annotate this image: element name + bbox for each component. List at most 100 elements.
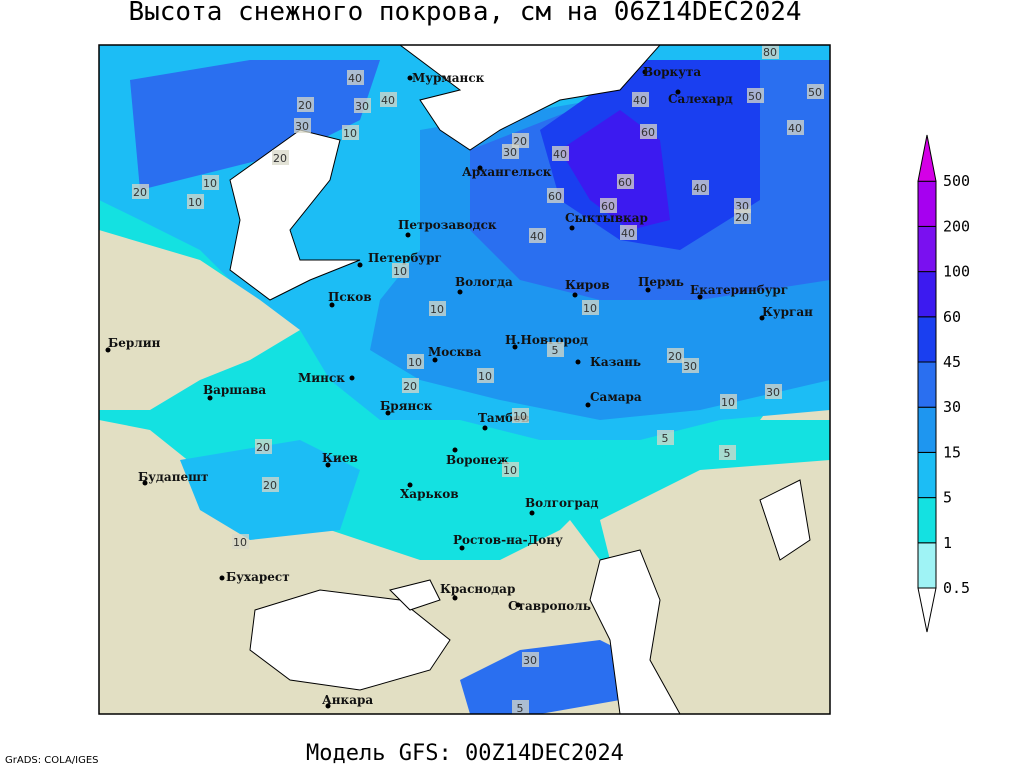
contour-label-box: [787, 120, 804, 135]
city-label: Будапешт: [138, 470, 208, 484]
colorbar-label: 200: [943, 217, 970, 235]
city-label: Москва: [428, 345, 482, 359]
snow-caucasus: [460, 640, 640, 714]
contour-label-box: [620, 225, 637, 240]
city-label: Варшава: [203, 383, 266, 397]
colorbar-label: 5: [943, 489, 952, 507]
city-label: Берлин: [108, 336, 161, 350]
city-label: Вологда: [455, 275, 513, 289]
contour-label: 40: [381, 94, 395, 107]
contour-label-box: [255, 439, 272, 454]
contour-label-box: [762, 45, 779, 59]
contour-label-box: [552, 146, 569, 161]
colorbar-segment: [917, 497, 937, 544]
city-dot: [357, 262, 363, 268]
city-dot: [207, 395, 213, 401]
contour-label-box: [617, 174, 634, 189]
colorbar-bottom: [917, 587, 937, 633]
contour-label: 30: [503, 146, 517, 159]
contour-label: 30: [766, 386, 780, 399]
city-label: Салехард: [668, 92, 733, 106]
colorbar-segment: [917, 271, 937, 318]
colorbar-segment: [917, 542, 937, 589]
city-dot: [645, 287, 651, 293]
contour-label-box: [600, 198, 617, 213]
city-dot: [482, 425, 488, 431]
city-label: Курган: [762, 305, 813, 319]
city-label: Харьков: [400, 487, 459, 501]
contour-label-box: [297, 97, 314, 112]
contour-label: 10: [721, 396, 735, 409]
contour-label: 40: [530, 230, 544, 243]
contour-label: 30: [683, 360, 697, 373]
contour-label: 30: [355, 100, 369, 113]
map: Мурманск Воркута Салехард Архангельск Петроз…: [99, 45, 830, 714]
contour-label: 5: [552, 344, 559, 357]
contour-label-box: [582, 300, 599, 315]
colorbar-label: 45: [943, 353, 961, 371]
city-dot: [407, 75, 413, 81]
city-label: Сыктывкар: [565, 211, 648, 225]
contour-label: 60: [601, 200, 615, 213]
city-dot: [759, 315, 765, 321]
contour-label: 5: [724, 447, 731, 460]
colorbar-label: 60: [943, 308, 961, 326]
city-dot: [452, 595, 458, 601]
city-dot: [219, 575, 225, 581]
contour-label: 80: [763, 46, 777, 59]
contour-label: 60: [618, 176, 632, 189]
contour-label-box: [657, 430, 674, 445]
city-dot: [477, 165, 483, 171]
contour-label: 20: [298, 99, 312, 112]
city-dot: [642, 69, 648, 75]
contour-label: 20: [133, 186, 147, 199]
contour-label: 40: [693, 182, 707, 195]
city-label: Краснодар: [440, 582, 515, 596]
contour-label: 40: [348, 72, 362, 85]
city-dot: [459, 545, 465, 551]
contour-label-box: [529, 228, 546, 243]
contour-label: 20: [403, 380, 417, 393]
contour-label: 30: [295, 120, 309, 133]
colorbar-label: 30: [943, 398, 961, 416]
city-label: Петрозаводск: [398, 218, 497, 232]
contour-label-box: [734, 209, 751, 224]
city-label: Брянск: [380, 399, 433, 413]
city-dot: [432, 357, 438, 363]
city-label: Киев: [322, 451, 358, 465]
city-label: Бухарест: [226, 570, 290, 584]
contour-label-box: [502, 462, 519, 477]
contour-label: 10: [430, 303, 444, 316]
contour-label-box: [187, 194, 204, 209]
city-layer: Мурманск Воркута Салехард Архангельск Петроз…: [105, 65, 813, 709]
snow-100: [560, 110, 670, 230]
contour-label-box: [747, 88, 764, 103]
contour-label-box: [640, 124, 657, 139]
contour-label-box: [232, 534, 249, 549]
footer: Модель GFS: 00Z14DEC2024: [306, 741, 624, 766]
city-label: Ростов-на-Дону: [453, 533, 563, 547]
land-no-snow: [99, 230, 300, 410]
city-label: Волгоград: [525, 496, 598, 510]
city-dot: [572, 292, 578, 298]
contour-label: 10: [393, 265, 407, 278]
city-label: Ставрополь: [508, 599, 591, 613]
contour-label: 20: [263, 479, 277, 492]
city-dot: [405, 232, 411, 238]
city-label: Казань: [590, 355, 641, 369]
city-label: Архангельск: [462, 165, 552, 179]
colorbar-label: 500: [943, 172, 970, 190]
contour-label-box: [502, 144, 519, 159]
colorbar-segment: [917, 180, 937, 227]
city-dot: [529, 510, 535, 516]
contour-label-box: [719, 445, 736, 460]
contour-label-box: [262, 477, 279, 492]
contour-label-box: [667, 348, 684, 363]
contour-label: 10: [233, 536, 247, 549]
city-dot: [325, 462, 331, 468]
barents-sea: [399, 45, 661, 151]
snow-scandinavia: [130, 60, 380, 190]
contour-label-box: [692, 180, 709, 195]
contour-label-box: [132, 184, 149, 199]
